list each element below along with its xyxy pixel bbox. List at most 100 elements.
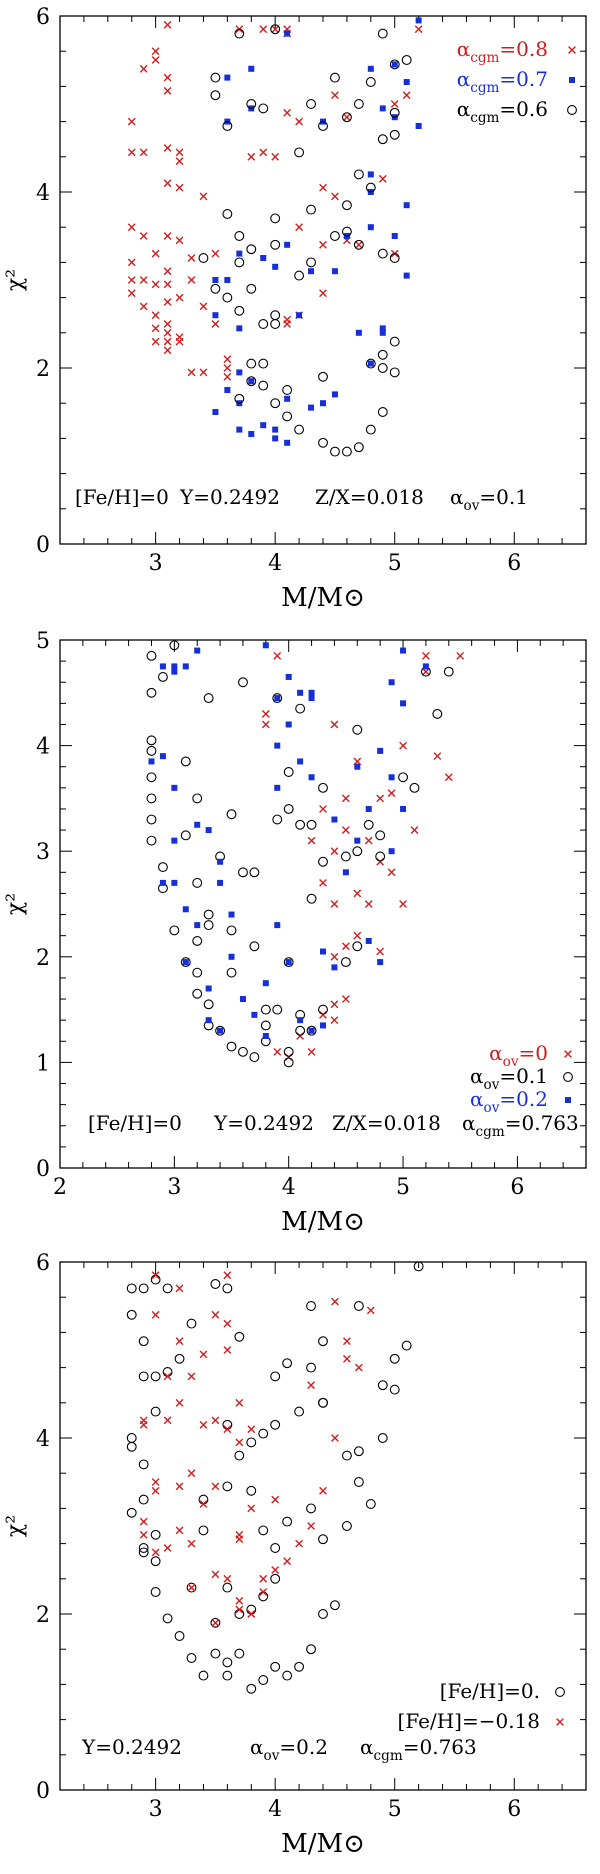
data-point [151, 1486, 160, 1495]
x-tick-label: 6 [510, 1175, 524, 1200]
data-point [270, 1543, 281, 1553]
data-point [367, 171, 374, 178]
data-point [151, 280, 160, 289]
data-point [297, 1017, 304, 1024]
data-point [365, 182, 376, 193]
data-point [294, 270, 305, 281]
data-point [272, 693, 283, 704]
data-point [205, 827, 212, 834]
data-point [234, 1331, 245, 1342]
data-point [139, 276, 148, 284]
data-point [353, 99, 364, 109]
y-tick-label: 1 [36, 1051, 50, 1076]
data-point [285, 959, 292, 966]
data-point [187, 276, 196, 284]
data-point [199, 1350, 208, 1359]
data-point [366, 1306, 375, 1315]
data-point [169, 925, 180, 936]
data-point [284, 1053, 293, 1062]
data-point [365, 358, 376, 369]
data-point [352, 846, 363, 857]
legend-label: αov=0.2 [470, 1087, 548, 1116]
data-point [150, 1556, 161, 1567]
data-point [146, 650, 157, 661]
annotation-param: αov=0.1 [450, 485, 528, 514]
data-point [379, 329, 386, 336]
x-tick-label: 5 [388, 551, 402, 576]
data-point [307, 1047, 316, 1056]
data-point [258, 1428, 269, 1439]
data-point [150, 1274, 161, 1285]
data-point [308, 774, 315, 781]
data-point [377, 407, 388, 417]
data-point [432, 708, 443, 719]
data-point [270, 213, 281, 224]
data-point [162, 1613, 173, 1624]
data-point [400, 805, 407, 812]
data-point [260, 422, 267, 429]
data-point [307, 1381, 315, 1390]
data-point [270, 239, 281, 250]
data-point [260, 1004, 271, 1015]
x-axis-label: M/M⊙ [281, 1829, 365, 1859]
data-point [318, 1336, 328, 1347]
data-point [354, 1363, 363, 1372]
data-point [146, 735, 157, 746]
data-point [273, 1047, 282, 1056]
data-point [210, 1648, 221, 1659]
x-tick-label: 4 [268, 551, 282, 576]
data-point [138, 1371, 149, 1382]
data-point [194, 647, 201, 654]
data-point [151, 1271, 160, 1280]
data-point [211, 1570, 220, 1579]
data-point [272, 426, 279, 433]
data-point [139, 232, 148, 240]
data-point [162, 1283, 173, 1294]
data-point [444, 773, 453, 782]
data-point [139, 302, 148, 311]
data-point [399, 741, 407, 750]
data-point [192, 967, 203, 978]
data-point [284, 241, 291, 248]
data-point [320, 400, 326, 407]
data-point [211, 320, 220, 328]
data-point [341, 995, 350, 1003]
legend-marker [564, 1050, 572, 1058]
data-point [222, 1283, 233, 1294]
data-point [295, 819, 306, 830]
data-point [308, 1027, 315, 1034]
data-point [258, 1675, 269, 1685]
data-point [171, 784, 178, 791]
data-point [249, 941, 260, 952]
x-tick-label: 4 [282, 1175, 296, 1200]
series-1 [126, 1261, 424, 1694]
data-point [259, 1574, 268, 1583]
data-point [234, 257, 245, 268]
series-2 [146, 640, 454, 1068]
data-point [127, 117, 136, 126]
data-point [261, 710, 270, 718]
y-tick-label: 6 [36, 5, 50, 30]
data-point [146, 835, 157, 846]
data-point [211, 1482, 220, 1491]
data-point [365, 1499, 376, 1509]
data-point [223, 1271, 232, 1280]
data-point [318, 856, 328, 867]
data-point [159, 663, 166, 670]
data-point [180, 756, 191, 767]
data-point [443, 666, 454, 677]
data-point [340, 851, 351, 862]
data-point [388, 679, 395, 686]
data-point [234, 231, 245, 241]
data-point [318, 371, 328, 382]
data-point [163, 20, 172, 29]
data-point [258, 103, 269, 114]
data-point [271, 1495, 280, 1504]
data-point [410, 826, 419, 834]
data-point [151, 1548, 160, 1557]
data-point [226, 809, 237, 820]
data-point [308, 268, 315, 275]
data-point [246, 1604, 257, 1615]
data-point [260, 255, 267, 261]
data-point [126, 1433, 137, 1443]
